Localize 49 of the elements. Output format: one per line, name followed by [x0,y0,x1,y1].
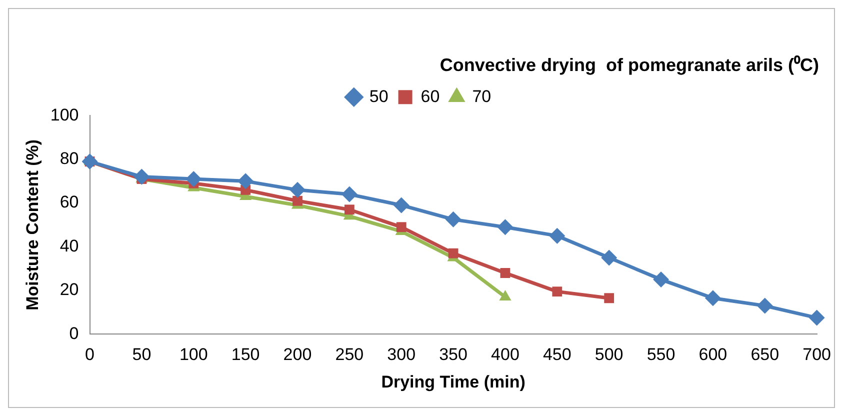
point [704,290,721,306]
x-tick-label: 0 [85,345,94,364]
point [448,248,458,258]
x-tick-label: 700 [802,345,832,364]
point [186,170,202,187]
x-tick-label: 200 [283,345,312,364]
legend-label: 70 [472,86,492,106]
y-tick-label: 100 [50,105,79,124]
y-tick-label: 80 [60,149,79,168]
point [552,286,562,297]
y-tick-label: 60 [60,192,79,212]
x-tick-label: 150 [231,345,260,364]
point [82,154,98,170]
x-tick-label: 600 [698,345,728,364]
y-tick-label: 20 [60,280,79,300]
point [808,310,825,326]
point [601,250,618,266]
x-tick-label: 350 [439,345,468,364]
point [549,228,566,244]
point [134,168,150,185]
point [393,197,410,214]
point [292,196,302,206]
point [653,272,670,288]
point [756,298,773,314]
point [396,222,406,232]
y-axis-title: Moisture Content (%) [22,139,42,310]
x-tick-label: 300 [387,345,416,364]
x-tick-label: 400 [491,345,520,364]
point [497,219,514,236]
y-tick-label: 40 [60,236,79,256]
point [289,182,306,198]
x-axis-title: Drying Time (min) [381,372,526,392]
point [500,268,510,278]
chart-title: Convective drying of pomegranate arils (⁰C) [440,54,820,75]
y-tick-label: 0 [69,324,79,343]
x-tick-label: 100 [179,345,208,364]
legend-label: 50 [369,86,388,106]
x-tick-label: 450 [542,345,572,364]
x-tick-label: 50 [132,345,152,364]
point [344,204,354,215]
legend-label: 60 [420,86,440,106]
x-tick-label: 500 [594,345,624,364]
x-tick-label: 550 [646,345,676,364]
point [445,211,462,228]
x-tick-label: 250 [335,345,364,364]
point [238,173,254,190]
point [341,186,358,202]
x-tick-label: 650 [750,345,780,364]
point [604,293,614,304]
